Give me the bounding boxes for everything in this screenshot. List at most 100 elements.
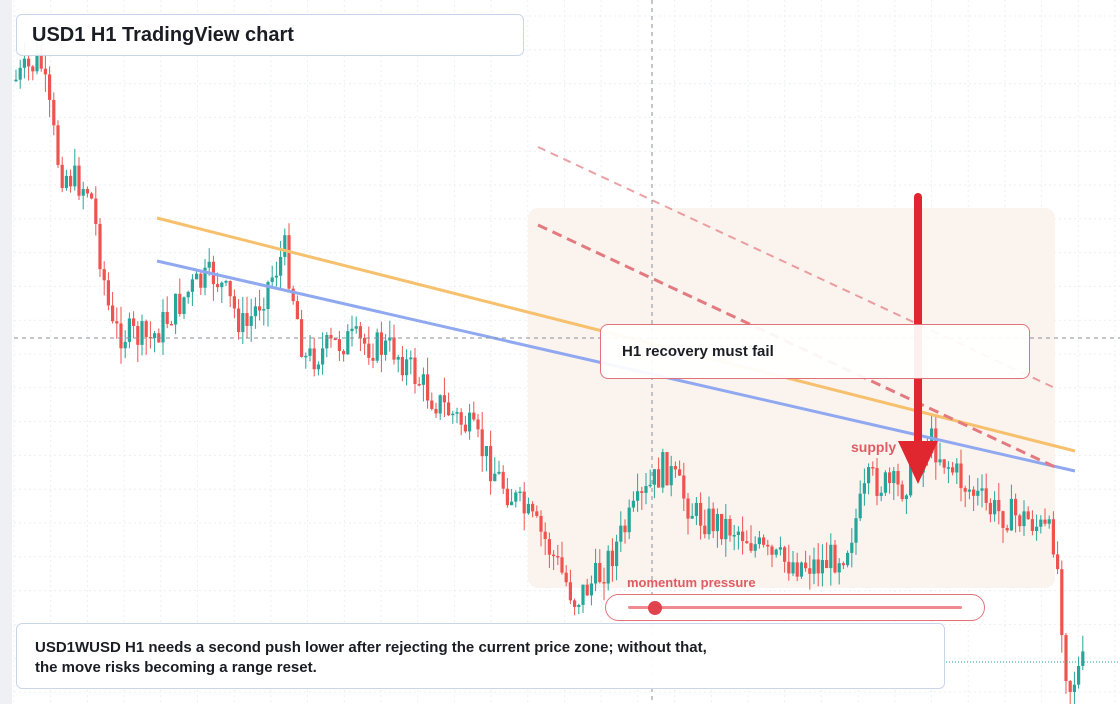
- candle-body: [850, 542, 854, 553]
- candle-body: [539, 515, 543, 532]
- candle-body: [955, 463, 959, 473]
- candle-body: [501, 471, 505, 489]
- candle-body: [43, 68, 47, 75]
- candle-body: [741, 531, 745, 542]
- candle-body: [354, 326, 358, 329]
- candle-body: [665, 452, 669, 486]
- candle-body: [560, 557, 564, 573]
- candle-body: [1035, 526, 1039, 531]
- candle-body: [115, 321, 119, 324]
- candle-body: [98, 223, 102, 270]
- candle-body: [871, 467, 875, 469]
- candle-body: [938, 459, 942, 463]
- chart-title-box: USD1 H1 TradingView chart: [16, 14, 524, 56]
- candle-body: [186, 291, 190, 298]
- candle-body: [190, 279, 194, 292]
- candle-body: [518, 491, 522, 494]
- candle-body: [73, 165, 77, 187]
- candle-body: [1001, 511, 1005, 528]
- candle-body: [522, 491, 526, 514]
- candle-body: [161, 312, 165, 343]
- candle-body: [144, 321, 148, 337]
- candle-body: [253, 306, 257, 317]
- candle-body: [724, 518, 728, 540]
- candle-body: [753, 544, 757, 551]
- candle-body: [224, 280, 228, 283]
- candle-body: [81, 188, 85, 196]
- candle-body: [715, 513, 719, 532]
- candle-body: [615, 541, 619, 567]
- candle-body: [909, 457, 913, 496]
- candle-body: [132, 318, 136, 326]
- candle-body: [22, 58, 26, 68]
- candle-body: [48, 74, 52, 100]
- candle-body: [619, 525, 623, 542]
- candle-body: [69, 175, 73, 187]
- candle-body: [312, 348, 316, 370]
- candle-body: [997, 500, 1001, 512]
- candle-body: [568, 582, 572, 601]
- candle-body: [678, 469, 682, 476]
- candle-body: [694, 502, 698, 516]
- momentum-knob[interactable]: [648, 601, 663, 615]
- candle-body: [1030, 519, 1034, 531]
- candle-body: [766, 544, 770, 547]
- candle-body: [711, 508, 715, 532]
- candle-body: [833, 544, 837, 573]
- candle-body: [232, 296, 236, 309]
- candle-body: [770, 546, 774, 555]
- candle-body: [682, 475, 686, 499]
- candle-body: [640, 491, 644, 493]
- candle-body: [837, 563, 841, 573]
- candle-body: [300, 319, 304, 357]
- candle-body: [846, 552, 850, 566]
- candle-body: [136, 325, 140, 345]
- chart-title: USD1 H1 TradingView chart: [32, 23, 294, 46]
- candle-body: [757, 537, 761, 545]
- candle-body: [699, 502, 703, 526]
- candle-body: [258, 306, 262, 311]
- candle-body: [703, 525, 707, 535]
- candle-body: [783, 547, 787, 562]
- candle-body: [283, 235, 287, 257]
- candle-body: [249, 316, 253, 326]
- candle-body: [417, 383, 421, 386]
- candle-body: [577, 604, 581, 607]
- candle-body: [510, 501, 514, 506]
- candle-body: [375, 332, 379, 361]
- candle-body: [337, 339, 341, 352]
- candle-body: [18, 67, 22, 80]
- candle-body: [825, 560, 829, 569]
- candle-body: [598, 562, 602, 583]
- candle-body: [745, 541, 749, 544]
- candle-body: [430, 400, 434, 409]
- candle-body: [1047, 519, 1051, 524]
- candle-body: [94, 198, 98, 224]
- candle-body: [720, 513, 724, 540]
- candle-body: [493, 473, 497, 482]
- candle-body: [669, 466, 673, 486]
- candle-body: [270, 277, 274, 282]
- callout-box: H1 recovery must fail: [600, 324, 1030, 379]
- candle-body: [321, 348, 325, 365]
- candle-body: [14, 79, 18, 82]
- momentum-slider[interactable]: [605, 594, 985, 621]
- candle-body: [900, 484, 904, 500]
- candle-body: [64, 175, 68, 188]
- candle-body: [552, 554, 556, 557]
- candle-body: [879, 492, 883, 496]
- candle-body: [589, 583, 593, 596]
- candle-body: [480, 429, 484, 457]
- candle-body: [388, 337, 392, 341]
- candle-body: [1026, 511, 1030, 520]
- candle-body: [77, 165, 81, 196]
- candle-body: [762, 537, 766, 545]
- candle-body: [434, 408, 438, 414]
- candle-body: [178, 293, 182, 314]
- candle-body: [732, 534, 736, 537]
- candle-body: [573, 600, 577, 607]
- candle-body: [463, 424, 467, 432]
- candle-body: [329, 334, 333, 339]
- candle-body: [325, 334, 329, 349]
